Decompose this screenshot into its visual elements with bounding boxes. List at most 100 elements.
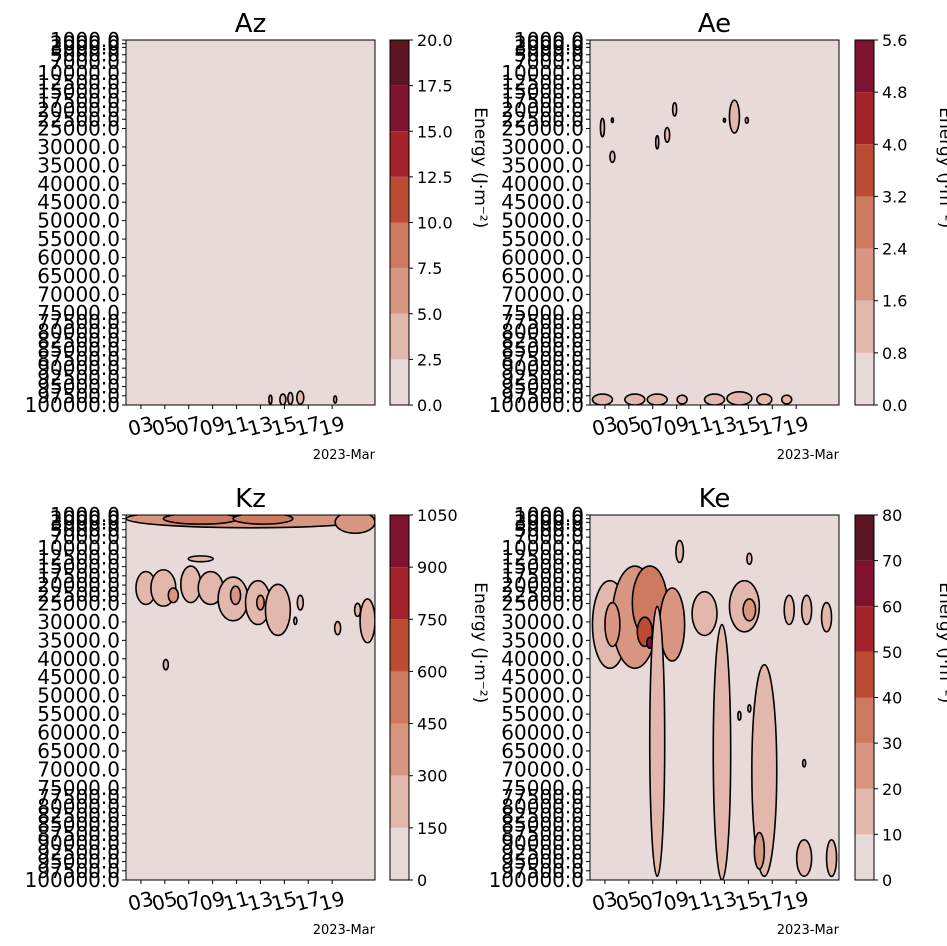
y-tick-label: 5000.0 [514,43,584,67]
y-tick-label: 92500.0 [37,840,120,864]
colorbar-level [390,775,409,828]
contour-19 [162,658,170,671]
colorbar-tick-label: 80 [882,506,902,525]
y-tick-label: 20000.0 [501,98,584,122]
y-tick-label: 3000.0 [514,35,584,59]
y-tick-label: 22500.0 [501,582,584,606]
contour-13 [753,831,766,870]
y-tick-label: 25000.0 [37,591,120,615]
y-tick-label: 15000.0 [501,555,584,579]
colorbar-level [855,651,874,698]
colorbar-level [855,834,874,880]
colorbar-label: Energy (J·m⁻²) [935,582,947,703]
contour-3 [296,390,305,405]
contour-4 [663,126,671,143]
contour-15 [800,594,813,626]
y-tick-label: 40000.0 [501,647,584,671]
colorbar-frame [854,39,875,406]
y-tick-label: 100000.0 [489,393,584,417]
y-tick-label: 55000.0 [501,702,584,726]
y-tick-label: 97500.0 [501,384,584,408]
colorbar-tick-label: 7.5 [417,259,442,278]
y-tick-label: 75000.0 [37,776,120,800]
colorbar-tick-label: 5.0 [417,305,442,324]
y-tick-label: 7000.0 [514,525,584,549]
colorbar-tick-label: 0.0 [882,396,907,415]
colorbar-level [855,40,874,93]
colorbar-tick-label: 5.6 [882,31,907,50]
y-tick-label: 90000.0 [37,356,120,380]
colorbar-tick-label: 20.0 [417,31,453,50]
y-tick-label: 60000.0 [501,246,584,270]
colorbar-tick-label: 12.5 [417,168,453,187]
y-tick-label: 20000.0 [37,573,120,597]
contour-9 [712,623,732,880]
y-tick-label: 17500.0 [501,89,584,113]
plot-area [590,40,839,405]
y-tick-label: 30000.0 [501,610,584,634]
y-tick-label: 35000.0 [37,153,120,177]
contour-22 [746,552,753,566]
chart-title: Kz [235,484,266,514]
y-tick-label: 85000.0 [501,338,584,362]
y-tick-label: 17500.0 [501,564,584,588]
contour-11 [229,585,242,606]
y-tick-label: 10000.0 [37,61,120,85]
y-tick-label: 1000.0 [514,503,584,527]
contour-23 [747,703,752,713]
colorbar-tick-label: 150 [417,819,448,838]
y-tick-label: 80000.0 [501,319,584,343]
contour-12 [255,594,265,611]
contour-14 [726,391,753,405]
y-tick-label: 80000.0 [37,794,120,818]
y-tick-label: 40000.0 [501,172,584,196]
colorbar-level [855,352,874,405]
y-tick-label: 70000.0 [501,757,584,781]
colorbar-level [855,144,874,197]
y-tick-label: 55000.0 [37,702,120,726]
y-tick-label: 82500.0 [37,328,120,352]
y-tick-label: 22500.0 [501,107,584,131]
y-tick-label: 30000.0 [37,135,120,159]
y-tick-label: 85000.0 [501,813,584,837]
y-tick-label: 65000.0 [501,739,584,763]
axes-frame [125,514,376,881]
y-tick-label: 55000.0 [37,227,120,251]
axes-frame [589,514,840,881]
y-tick-label: 92500.0 [501,840,584,864]
y-tick-label: 70000.0 [501,282,584,306]
y-tick-label: 77500.0 [37,310,120,334]
colorbar-level [390,176,409,223]
contour-5 [604,601,621,648]
y-tick-label: 1000.0 [50,28,120,52]
y-tick-label: 97500.0 [501,859,584,883]
y-tick-label: 12500.0 [37,70,120,94]
colorbar-tick-label: 15.0 [417,122,453,141]
x-axis-label: 2023-Mar [313,448,376,463]
contour-18 [801,758,807,768]
colorbar-tick-label: 2.5 [417,350,442,369]
colorbar-level [390,268,409,314]
y-tick-label: 70000.0 [37,757,120,781]
contour-2 [287,391,294,405]
contour-3 [654,134,660,150]
colorbar-tick-label: 300 [417,767,448,786]
y-tick-label: 17500.0 [37,564,120,588]
y-tick-label: 97500.0 [37,859,120,883]
y-tick-label: 10000.0 [501,61,584,85]
chart-title: Ke [699,484,731,514]
y-tick-label: 7000.0 [50,525,120,549]
contour-0 [599,117,606,138]
panel-az: Az1000.02000.03000.05000.07000.010000.01… [25,9,490,463]
contour-0 [268,394,273,405]
colorbar-level [390,40,409,86]
y-tick-label: 77500.0 [501,310,584,334]
y-tick-label: 77500.0 [501,785,584,809]
colorbar-level [390,567,409,620]
y-tick-label: 22500.0 [37,582,120,606]
y-tick-label: 55000.0 [501,227,584,251]
y-tick-label: 22500.0 [37,107,120,131]
y-tick-label: 45000.0 [501,665,584,689]
colorbar-label: Energy (J·m⁻²) [470,582,490,703]
colorbar-tick-label: 1.6 [882,292,907,311]
